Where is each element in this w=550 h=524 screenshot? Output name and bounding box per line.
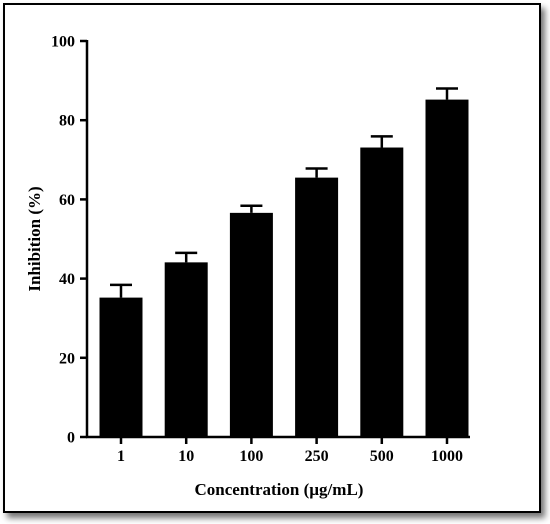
bar xyxy=(229,212,273,437)
axes xyxy=(85,40,470,439)
error-bars xyxy=(110,87,458,298)
x-ticks: 1 10 100 250 500 1000 xyxy=(117,437,463,465)
y-tick-label: 0 xyxy=(67,430,75,447)
y-tick-label: 20 xyxy=(59,350,75,367)
y-ticks: 0 20 40 60 80 100 xyxy=(51,34,87,447)
x-tick-label: 250 xyxy=(305,448,329,465)
x-tick-label: 1 xyxy=(117,448,125,465)
bar xyxy=(99,297,143,437)
y-tick-label: 40 xyxy=(59,271,75,288)
bar xyxy=(360,147,404,438)
x-tick-label: 10 xyxy=(178,448,194,465)
y-tick-label: 80 xyxy=(59,113,75,130)
bar xyxy=(164,262,208,437)
y-axis-label: Inhibition (%) xyxy=(25,186,44,291)
y-tick-label: 100 xyxy=(51,34,75,51)
bar xyxy=(295,177,339,437)
bar xyxy=(425,99,469,437)
x-tick-label: 500 xyxy=(370,448,394,465)
y-tick-label: 60 xyxy=(59,192,75,209)
bars xyxy=(99,99,469,438)
x-tick-label: 1000 xyxy=(431,448,463,465)
x-axis-label: Concentration (µg/mL) xyxy=(195,480,364,499)
x-tick-label: 100 xyxy=(239,448,263,465)
